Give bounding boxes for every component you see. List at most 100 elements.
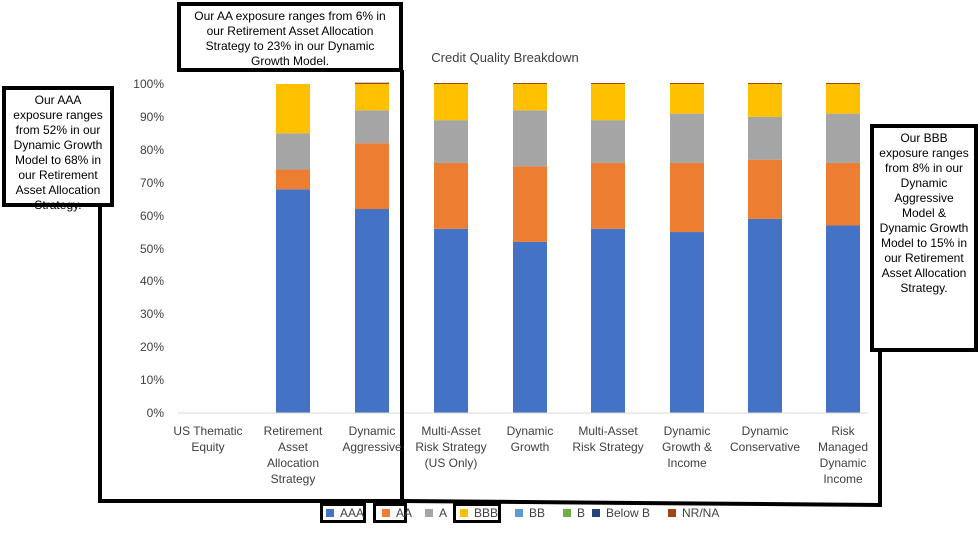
bar-bbb-5 bbox=[591, 84, 625, 121]
x-tick-label: Dynamic Aggressive bbox=[332, 423, 412, 455]
x-tick-label-line: Dynamic bbox=[741, 424, 789, 438]
bar-a-6 bbox=[670, 113, 704, 163]
bar-nr-na-4 bbox=[513, 83, 547, 84]
x-tick-label-line: Asset bbox=[277, 440, 308, 454]
x-tick-label-line: Dynamic bbox=[506, 424, 554, 438]
x-tick-label-line: Growth bbox=[510, 440, 550, 454]
legend-swatch bbox=[515, 509, 523, 517]
x-tick-label-line: Equity bbox=[191, 440, 225, 454]
bar-aaa-3 bbox=[434, 228, 468, 413]
legend-swatch bbox=[668, 509, 676, 517]
legend-item: B bbox=[563, 503, 585, 523]
y-tick-label: 10% bbox=[139, 373, 164, 388]
bar-aa-2 bbox=[355, 143, 389, 210]
aaa-callout: Our AAA exposure ranges from 52% in our … bbox=[2, 86, 114, 212]
bar-bbb-3 bbox=[434, 84, 468, 121]
y-tick-label: 60% bbox=[139, 208, 164, 223]
legend-label: A bbox=[439, 506, 448, 520]
legend-highlight-aaa bbox=[320, 503, 366, 523]
x-tick-label: Multi-Asset Risk Strategy bbox=[568, 423, 648, 455]
bar-a-7 bbox=[748, 116, 782, 160]
x-tick-label-line: Aggressive bbox=[342, 440, 402, 454]
legend-swatch bbox=[382, 509, 390, 517]
bar-aa-6 bbox=[670, 162, 704, 233]
bracket-line bbox=[401, 350, 882, 508]
bar-aaa-5 bbox=[591, 228, 625, 413]
x-tick-label-line: Income bbox=[823, 472, 863, 486]
x-tick-label-line: Dynamic bbox=[663, 424, 711, 438]
bar-aa-5 bbox=[591, 162, 625, 229]
legend-item: AAA bbox=[326, 503, 364, 523]
bar-bbb-6 bbox=[670, 84, 704, 114]
x-tick-label: Dynamic Growth & Income bbox=[647, 423, 727, 471]
bar-nr-na-6 bbox=[670, 83, 704, 84]
aaa-callout-text: Our AAA exposure ranges from 52% in our … bbox=[13, 93, 103, 212]
bar-aaa-4 bbox=[513, 241, 547, 413]
bar-aa-8 bbox=[826, 162, 860, 226]
bar-nr-na-3 bbox=[434, 83, 468, 84]
legend-label: B bbox=[577, 506, 586, 520]
bar-aaa-6 bbox=[670, 232, 704, 413]
bar-a-3 bbox=[434, 120, 468, 163]
bar-aa-4 bbox=[513, 166, 547, 242]
bar-nr-na-5 bbox=[591, 83, 625, 84]
chart-title: Credit Quality Breakdown bbox=[431, 50, 579, 65]
y-tick-label: 0% bbox=[146, 406, 164, 420]
bar-bbb-1 bbox=[276, 84, 310, 134]
bar-aaa-8 bbox=[826, 225, 860, 413]
y-tick-label: 80% bbox=[139, 142, 164, 157]
legend-label: Below B bbox=[606, 506, 651, 520]
x-tick-label: Retirement Asset Allocation Strategy bbox=[253, 423, 333, 487]
y-tick-label: 20% bbox=[139, 340, 164, 355]
bar-bbb-2 bbox=[355, 84, 389, 111]
legend-swatch bbox=[425, 509, 433, 517]
bar-aa-7 bbox=[748, 159, 782, 219]
aaa-bracket bbox=[98, 70, 404, 503]
y-tick-label: 40% bbox=[139, 274, 164, 289]
x-tick-label-line: Dynamic bbox=[348, 424, 396, 438]
bar-nr-na-2 bbox=[355, 82, 389, 84]
legend-label: AA bbox=[396, 506, 413, 520]
bars-group bbox=[276, 82, 860, 413]
x-tick-label-line: US Thematic bbox=[173, 424, 243, 438]
x-tick-label-line: Retirement bbox=[263, 424, 323, 438]
x-tick-label: Risk Managed Dynamic Income bbox=[803, 423, 883, 487]
legend-label: BB bbox=[529, 506, 546, 520]
aa-callout: Our AA exposure ranges from 6% in our Re… bbox=[177, 2, 403, 72]
x-tick-label-line: Risk Strategy bbox=[415, 440, 487, 454]
legend-item: BBB bbox=[460, 503, 498, 523]
legend-label: NR/NA bbox=[682, 506, 720, 520]
bar-a-4 bbox=[513, 110, 547, 167]
bar-bbb-4 bbox=[513, 84, 547, 111]
y-tick-label: 50% bbox=[139, 241, 164, 256]
y-tick-label: 30% bbox=[139, 307, 164, 322]
x-tick-label-line: Dynamic bbox=[819, 456, 867, 470]
legend-swatch bbox=[460, 509, 468, 517]
y-tick-label: 70% bbox=[139, 175, 164, 190]
legend-item: Below B bbox=[592, 503, 650, 523]
x-tick-label-line: Multi-Asset bbox=[578, 424, 638, 438]
bar-aa-3 bbox=[434, 162, 468, 229]
legend-swatch bbox=[563, 509, 571, 517]
x-tick-label-line: Risk Strategy bbox=[572, 440, 644, 454]
bar-a-2 bbox=[355, 110, 389, 144]
y-tick-label: 90% bbox=[139, 109, 164, 124]
bar-nr-na-7 bbox=[748, 83, 782, 84]
x-tick-label-line: Allocation bbox=[266, 456, 320, 470]
bar-a-8 bbox=[826, 113, 860, 163]
x-tick-label-line: Risk bbox=[831, 424, 855, 438]
bar-bbb-8 bbox=[826, 84, 860, 114]
bar-aa-1 bbox=[276, 169, 310, 190]
x-tick-label-line: Income bbox=[667, 456, 707, 470]
x-tick-label-line: Growth & bbox=[661, 440, 712, 454]
legend: AAA AA A BBB BB B Below B NR/NA bbox=[0, 503, 980, 525]
bbb-callout-text: Our BBB exposure ranges from 8% in our D… bbox=[879, 131, 969, 295]
bar-a-5 bbox=[591, 120, 625, 163]
legend-swatch bbox=[592, 509, 600, 517]
legend-item: A bbox=[425, 503, 447, 523]
x-tick-label: Dynamic Conservative bbox=[725, 423, 805, 455]
x-tick-label: Dynamic Growth bbox=[490, 423, 570, 455]
y-tick-label: 100% bbox=[133, 77, 164, 91]
legend-item: NR/NA bbox=[668, 503, 719, 523]
